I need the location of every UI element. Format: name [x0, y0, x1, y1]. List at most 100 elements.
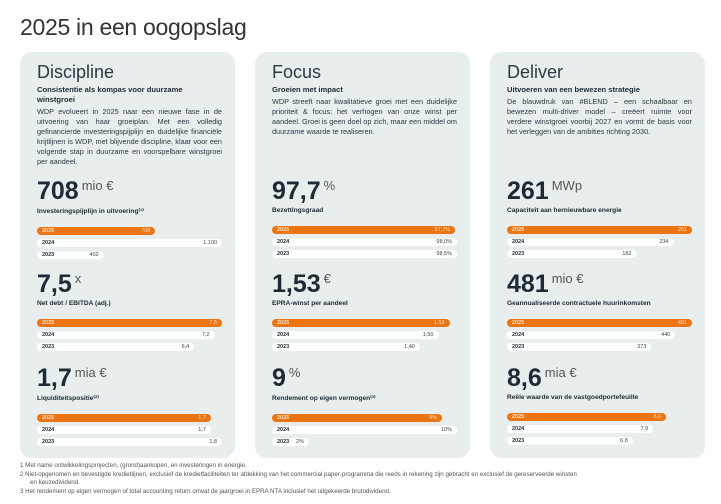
bar-year: 2023 — [512, 251, 525, 257]
kpi-unit: MWp — [551, 178, 583, 193]
bar-value: 10% — [440, 427, 452, 433]
bar-2025: 2025 7,5 — [37, 319, 222, 327]
kpi-value: 261 — [507, 177, 549, 205]
kpi-unit: x — [74, 271, 82, 286]
kpi-bar-chart: 2025 9% 2024 10% 2023 2% — [272, 414, 457, 446]
panel-subheading: Groeien met impact — [272, 85, 343, 94]
bar-value: 2% — [296, 439, 304, 445]
bar-value: 1,7 — [198, 427, 206, 433]
bar-value: 481 — [677, 320, 687, 326]
bar-year: 2024 — [277, 239, 290, 245]
bar-value: 261 — [677, 227, 687, 233]
bar-2023: 2023 2% — [272, 438, 309, 446]
bar-value: 708 — [141, 228, 151, 234]
bar-2024: 2024 7,2 — [37, 331, 215, 339]
kpi-value-row: 1,53 € — [272, 270, 457, 298]
panel-deliver: Deliver Uitvoeren van een bewezen strateg… — [490, 52, 705, 458]
panel-heading: Deliver — [507, 62, 564, 82]
kpi-block: 481 mio € Geannualiseerde contractuele huu… — [507, 270, 692, 355]
kpi-block: 97,7% Bezettingsgraad 2025 97,7% 2024 98,0% 20… — [272, 177, 457, 262]
bar-2023: 2023 6,4 — [37, 343, 195, 351]
bar-2024: 2024 10% — [272, 426, 457, 434]
kpi-unit: % — [288, 365, 301, 380]
bar-value: 1,7 — [198, 415, 206, 421]
kpi-value-row: 97,7% — [272, 177, 457, 205]
bar-year: 2025 — [42, 320, 55, 326]
kpi-unit: mia € — [74, 365, 107, 380]
bar-2025: 2025 481 — [507, 319, 692, 327]
kpi-unit: % — [323, 178, 336, 193]
kpi-block: 708 mio € Investeringspijplijn in uitvoeri… — [37, 177, 222, 263]
bar-year: 2023 — [277, 344, 290, 350]
bar-value: 402 — [89, 252, 99, 258]
bar-value: 182 — [622, 251, 632, 257]
panel-subheading: Uitvoeren van een bewezen strategie — [507, 85, 640, 94]
kpi-value: 1,53 — [272, 270, 321, 298]
kpi-label: Net debt / EBITDA (adj.) — [37, 300, 111, 307]
kpi-unit: € — [323, 271, 331, 286]
kpi-value: 9 — [272, 364, 286, 392]
bar-2024: 2024 98,0% — [272, 238, 457, 246]
bar-value: 8,6 — [653, 414, 662, 420]
kpi-value: 708 — [37, 177, 79, 205]
bar-2023: 2023 402 — [37, 251, 104, 259]
bar-2024: 2024 1,7 — [37, 426, 211, 434]
bar-value: 97,7% — [434, 227, 451, 233]
bar-2025: 2025 97,7% — [272, 226, 456, 234]
kpi-block: 1,7 mia € Liquiditeitspositie⁽²⁾ 2025 1,7 202… — [37, 364, 222, 450]
bar-value: 1,8 — [209, 439, 217, 445]
kpi-label: Bezettingsgraad — [272, 207, 324, 214]
bar-year: 2024 — [277, 332, 290, 338]
kpi-label: Geannualiseerde contractuele huurinkomst… — [507, 300, 651, 307]
bar-2023: 2023 98,5% — [272, 250, 457, 258]
kpi-label: Reële waarde van de vastgoedportefeuille — [507, 394, 639, 401]
kpi-value: 8,6 — [507, 364, 542, 392]
bar-2025: 2025 1,7 — [37, 414, 211, 422]
panel-subheading: Consistentie als kompas voor duurzame wi… — [37, 85, 183, 104]
kpi-block: 9% Rendement op eigen vermogen⁽³⁾ 2025 9% 20… — [272, 364, 457, 450]
kpi-value: 481 — [507, 270, 549, 298]
bar-2023: 2023 182 — [507, 250, 637, 258]
bar-2024: 2024 1.100 — [37, 239, 222, 247]
footnote: 3 Het rendement op eigen vermogen of tot… — [20, 487, 391, 495]
kpi-bar-chart: 2025 8,6 2024 7,9 2023 6,8 — [507, 413, 692, 445]
bar-year: 2025 — [42, 415, 55, 421]
bar-year: 2023 — [42, 439, 55, 445]
footnotes: 1 Met name ontwikkelingsprojecten, (gron… — [20, 462, 580, 496]
kpi-bar-chart: 2025 708 2024 1.100 2023 402 — [37, 227, 222, 259]
bar-2024: 2024 1,50 — [272, 331, 439, 339]
kpi-label: Investeringspijplijn in uitvoering⁽¹⁾ — [37, 208, 144, 215]
bar-value: 7,9 — [640, 426, 649, 432]
kpi-block: 7,5 x Net debt / EBITDA (adj.) 2025 7,5 2024 7… — [37, 270, 222, 355]
bar-2023: 2023 373 — [507, 343, 652, 351]
panel-heading: Focus — [272, 62, 322, 82]
bar-value: 1,53 — [433, 320, 445, 326]
bar-2025: 2025 261 — [507, 226, 692, 234]
kpi-bar-chart: 2025 481 2024 440 2023 373 — [507, 319, 692, 351]
bar-2024: 2024 234 — [507, 238, 674, 246]
kpi-block: 8,6 mia € Reële waarde van de vastgoedport… — [507, 364, 692, 449]
bar-value: 6,4 — [181, 344, 190, 350]
bar-value: 6,8 — [620, 438, 628, 444]
kpi-bar-chart: 2025 1,7 2024 1,7 2023 1,8 — [37, 414, 222, 446]
panel-focus: Focus Groeien met impact WDP streeft naar … — [255, 52, 470, 458]
panel-body: WDP evolueert in 2025 naar een nieuwe fa… — [37, 107, 222, 166]
bar-value: 98,0% — [436, 239, 452, 245]
kpi-bar-chart: 2025 7,5 2024 7,2 2023 6,4 — [37, 319, 222, 351]
kpi-label: Liquiditeitspositie⁽²⁾ — [37, 395, 99, 402]
kpi-bar-chart: 2025 261 2024 234 2023 182 — [507, 226, 692, 258]
bar-year: 2024 — [42, 332, 55, 338]
page-title: 2025 in een oogopslag — [20, 14, 247, 40]
bar-2023: 2023 1,8 — [37, 438, 222, 446]
bar-2025: 2025 8,6 — [507, 413, 667, 421]
bar-year: 2023 — [512, 344, 525, 350]
bar-value: 7,5 — [209, 320, 217, 326]
bar-2025: 2025 9% — [272, 414, 443, 422]
bar-year: 2023 — [277, 251, 290, 257]
bar-value: 234 — [659, 239, 669, 245]
footnote: 1 Met name ontwikkelingsprojecten, (gron… — [20, 462, 247, 469]
bar-value: 1,40 — [404, 344, 415, 350]
bar-year: 2023 — [42, 252, 55, 258]
bar-year: 2024 — [512, 332, 525, 338]
footnote: 2 Niet-opgenomen en bevestigde kredietli… — [20, 470, 577, 487]
